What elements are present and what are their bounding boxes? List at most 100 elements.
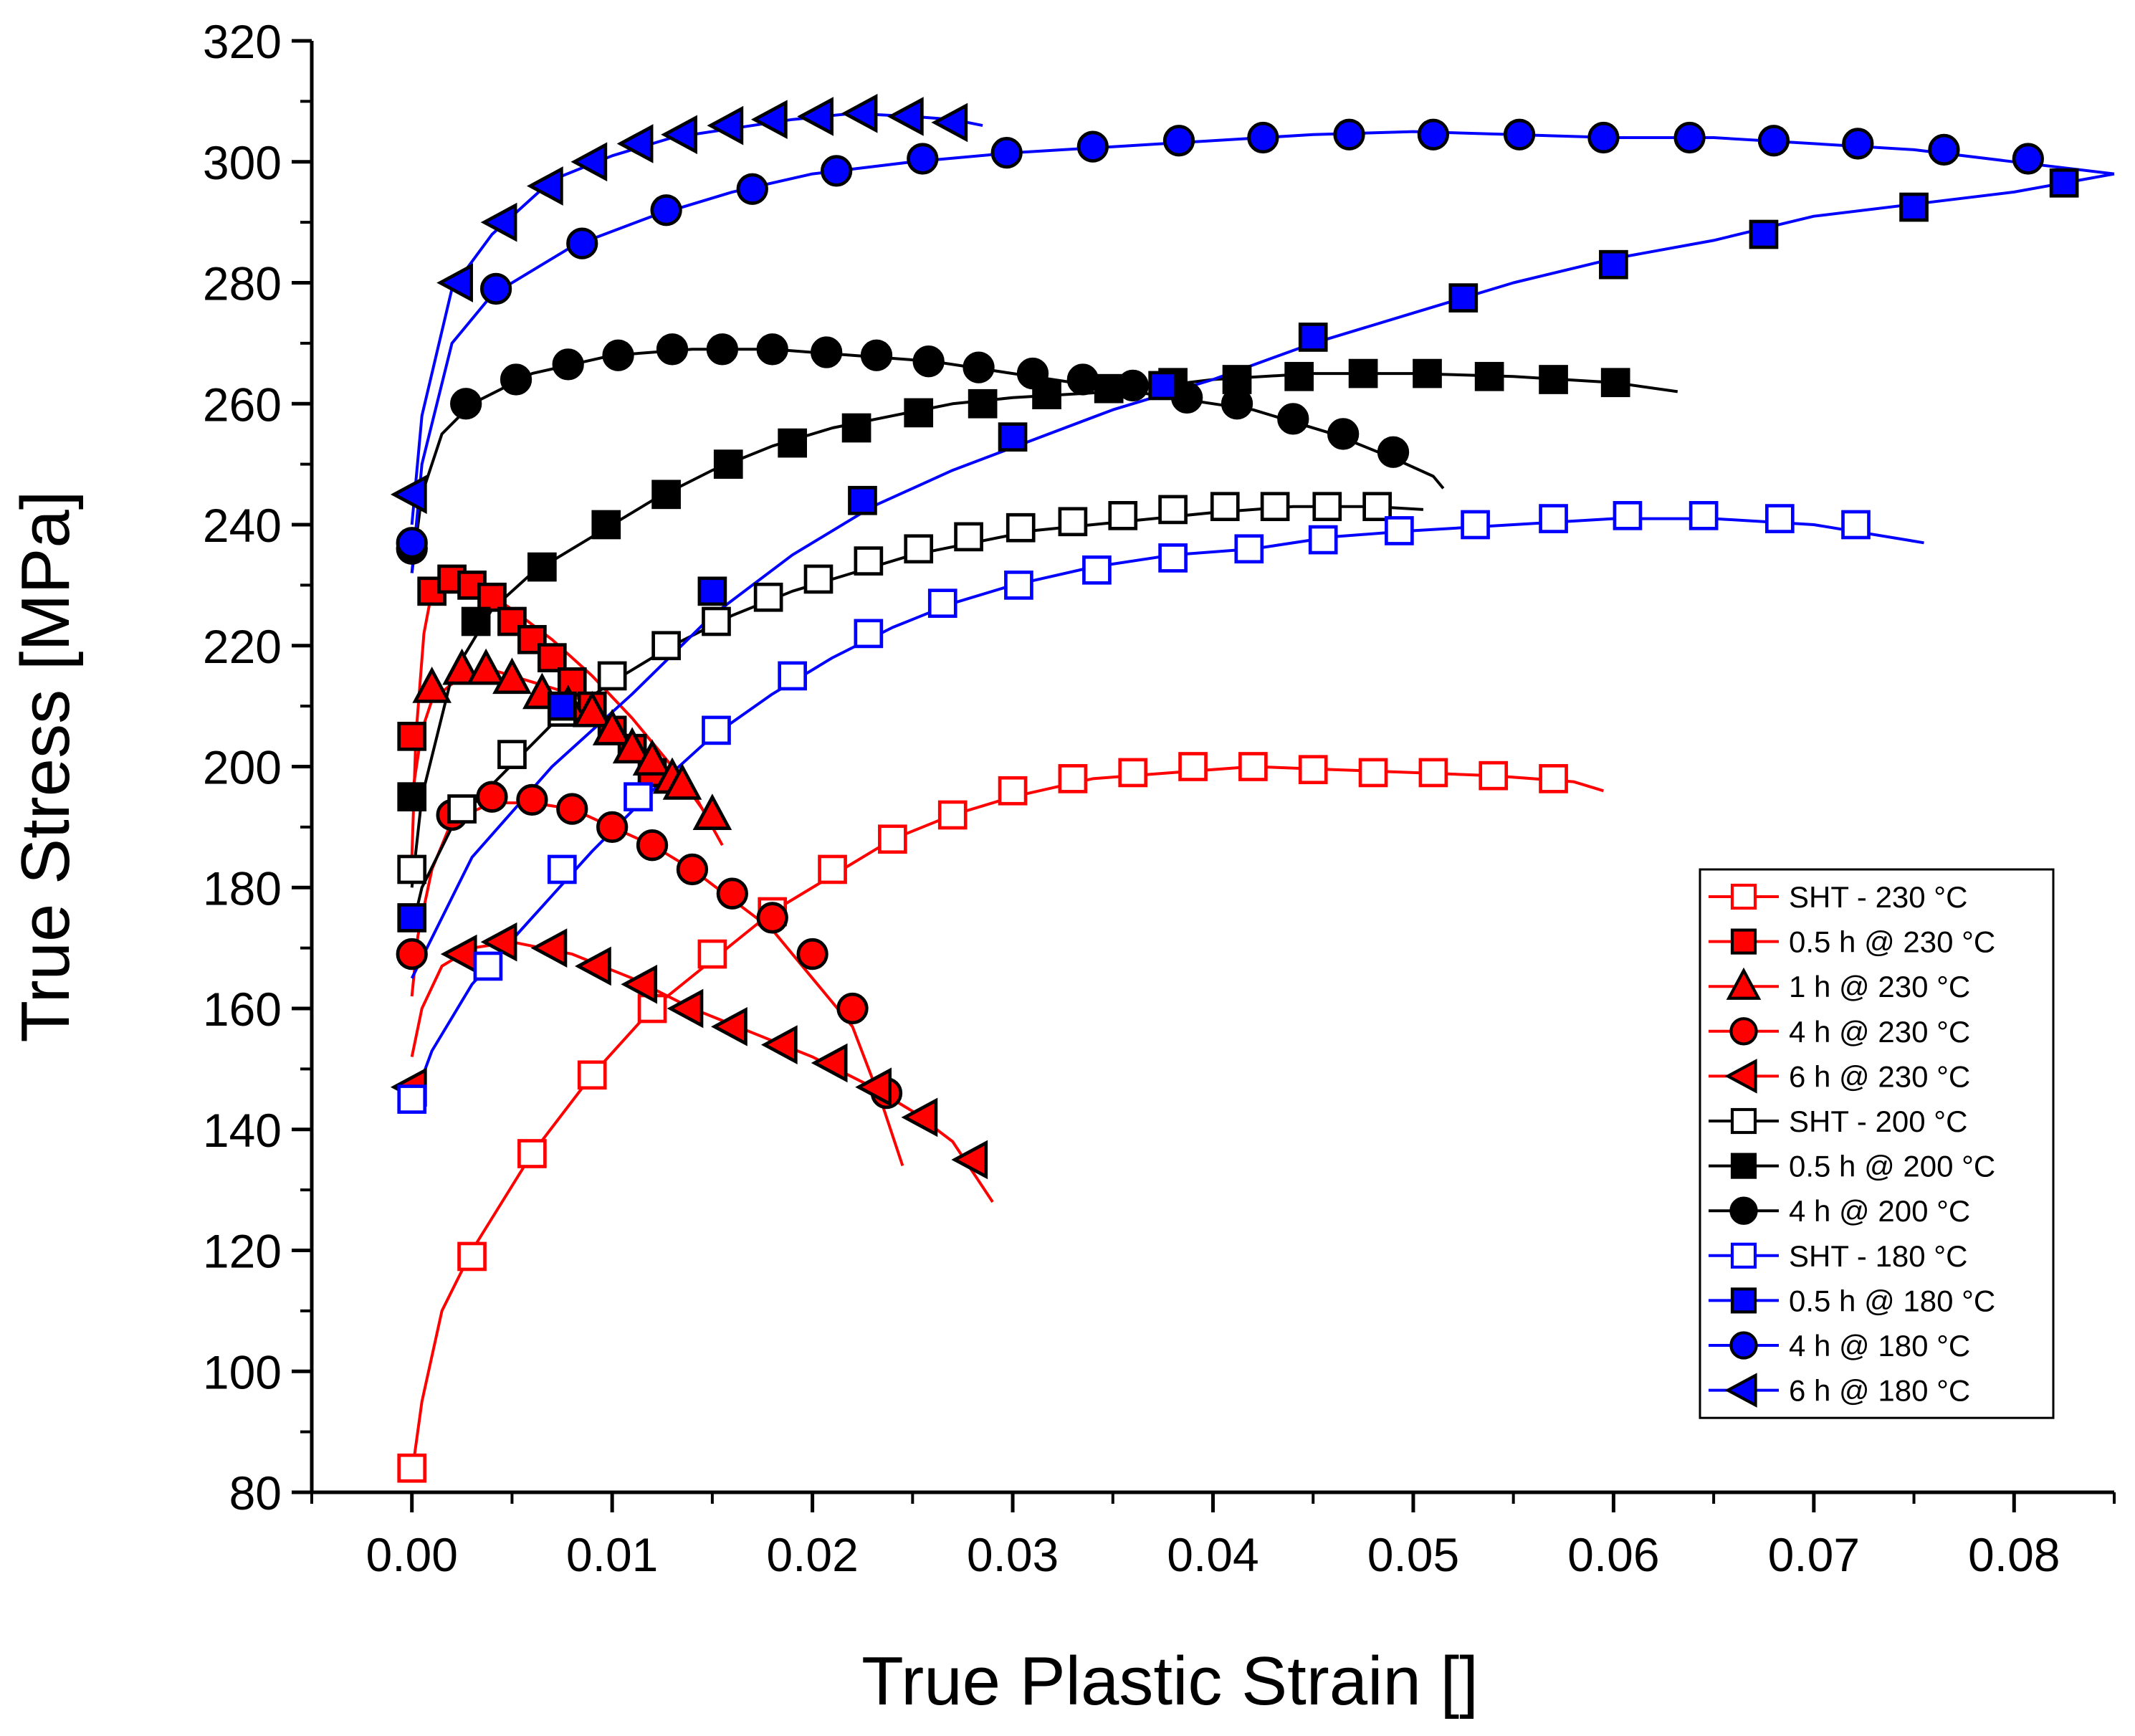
series-11-point-19	[1928, 133, 1960, 166]
x-tick-label: 0.02	[766, 1528, 858, 1581]
legend-entry: 6 h @ 180 °C	[1709, 1373, 1970, 1408]
series-9-point-14	[1385, 516, 1414, 545]
series-3-point-7	[572, 690, 612, 728]
legend-label: 6 h @ 230 °C	[1789, 1059, 1970, 1093]
x-tick-label: 0.03	[967, 1528, 1059, 1581]
series-7-point-3	[527, 552, 557, 582]
series-7-point-18	[1474, 361, 1504, 391]
series-9-point-11	[1158, 543, 1188, 573]
series-12-point-3	[480, 202, 517, 242]
series-3-point-10	[632, 739, 672, 776]
legend-marker	[1730, 1107, 1757, 1135]
x-tick-label: 0.07	[1768, 1528, 1860, 1581]
series-8-point-6	[656, 333, 689, 366]
series-7-point-4	[591, 510, 621, 540]
series-9-point-8	[927, 588, 957, 619]
series-5-point-5	[575, 946, 611, 986]
legend-label: 0.5 h @ 180 °C	[1789, 1284, 1995, 1317]
series-11-point-8	[990, 136, 1023, 169]
series-1-point-13	[1118, 758, 1148, 788]
series-5-point-4	[530, 928, 568, 968]
legend-marker	[1726, 967, 1762, 1000]
y-tick-label: 160	[203, 983, 282, 1036]
series-8-point-18	[1277, 403, 1309, 435]
series-8-point-8	[756, 333, 788, 366]
series-10-point-5	[998, 422, 1028, 452]
y-tick-label: 140	[203, 1104, 282, 1157]
series-11-point-18	[1842, 128, 1874, 160]
series-3-point-4	[492, 657, 532, 695]
series-9-point-9	[1004, 571, 1033, 600]
legend-entry: SHT - 180 °C	[1709, 1239, 1967, 1273]
series-9-point-20	[1841, 510, 1871, 540]
series-10-point-8	[1448, 283, 1479, 313]
legend-marker	[1724, 1373, 1757, 1408]
legend-entry: SHT - 200 °C	[1709, 1105, 1967, 1138]
series-7-point-16	[1348, 358, 1378, 388]
series-4-point-4	[516, 783, 548, 816]
series-8-point-20	[1377, 436, 1410, 468]
series-6-point-8	[753, 582, 783, 612]
series-11-point-20	[2012, 143, 2044, 175]
series-6-point-9	[803, 564, 834, 594]
series-4-point-3	[476, 781, 508, 813]
series-10-point-7	[1298, 323, 1328, 352]
series-12-point-1	[390, 474, 427, 515]
series-9-point-12	[1234, 534, 1264, 564]
series-8-point-2	[450, 388, 482, 420]
series-11-point-6	[821, 155, 853, 187]
series-9-point-16	[1539, 504, 1568, 533]
series-5-line	[410, 940, 994, 1203]
series-7-point-8	[841, 413, 871, 443]
series-1-point-2	[457, 1241, 487, 1272]
series-10-point-3	[697, 576, 727, 606]
x-tick-label: 0.04	[1167, 1528, 1258, 1581]
series-6-point-18	[1260, 492, 1290, 522]
series-11-point-16	[1673, 121, 1706, 154]
legend-entry: 6 h @ 230 °C	[1709, 1059, 1970, 1094]
series-11-point-14	[1503, 118, 1536, 151]
series-5-point-10	[811, 1043, 848, 1083]
y-tick-label: 240	[203, 499, 282, 552]
series-6-point-13	[1006, 512, 1036, 543]
series-6-point-19	[1312, 492, 1342, 522]
legend-label: 6 h @ 180 °C	[1789, 1374, 1970, 1408]
series-9-point-7	[854, 619, 884, 649]
series-9-point-6	[778, 661, 808, 691]
series-1-point-15	[1238, 752, 1268, 781]
series-10-point-2	[547, 691, 577, 721]
series-8-point-7	[706, 333, 739, 366]
y-tick-label: 80	[229, 1466, 282, 1520]
legend-label: 4 h @ 180 °C	[1789, 1329, 1970, 1363]
series-4-point-11	[796, 938, 828, 970]
legend-marker	[1730, 1242, 1757, 1269]
series-8-point-15	[1117, 369, 1149, 402]
y-tick-label: 320	[203, 15, 282, 68]
series-2-point-9	[557, 667, 587, 697]
series-5-point-6	[621, 964, 658, 1004]
legend-marker	[1730, 1153, 1757, 1179]
legend-entry: 0.5 h @ 200 °C	[1709, 1150, 1995, 1183]
series-6-point-20	[1362, 492, 1392, 522]
series-12-point-11	[841, 93, 878, 133]
series-10-point-9	[1599, 249, 1628, 280]
legend-entry: 0.5 h @ 230 °C	[1709, 925, 1995, 959]
legend-label: SHT - 230 °C	[1789, 880, 1967, 914]
series-9-point-4	[624, 782, 653, 812]
series-1-point-14	[1178, 752, 1208, 781]
series-12-point-5	[570, 142, 608, 182]
series-5-point-11	[855, 1067, 892, 1107]
legend-marker	[1730, 928, 1757, 955]
legend-entry: SHT - 230 °C	[1709, 880, 1967, 914]
legend-entry: 1 h @ 230 °C	[1709, 967, 1970, 1003]
legend-marker	[1729, 1017, 1758, 1046]
series-11-point-12	[1333, 118, 1365, 151]
series-1-point-10	[937, 800, 968, 830]
series-6-point-1	[397, 854, 427, 884]
series-11-point-7	[907, 143, 939, 175]
series-1-point-20	[1539, 764, 1568, 793]
series-3-point-12	[662, 763, 702, 800]
series-1-point-18	[1418, 758, 1448, 788]
series-1-point-3	[517, 1139, 547, 1168]
series-9-point-13	[1308, 525, 1338, 555]
